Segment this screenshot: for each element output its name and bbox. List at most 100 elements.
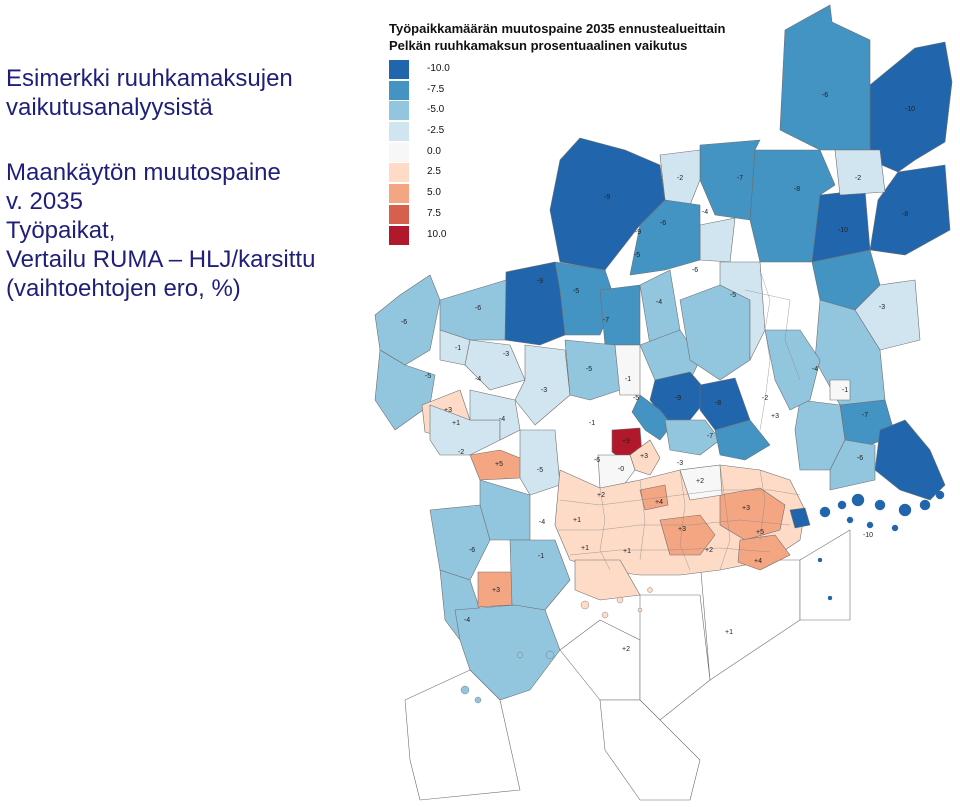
island xyxy=(898,503,912,517)
island xyxy=(460,685,470,695)
island xyxy=(846,516,854,524)
region-label: -10 xyxy=(838,227,848,234)
island xyxy=(545,650,555,660)
region-ne-inner xyxy=(811,189,871,263)
region-southwest-1 xyxy=(429,504,491,581)
island xyxy=(516,651,524,659)
region-west-2 xyxy=(439,279,507,341)
region-label: -7 xyxy=(737,175,743,182)
legend-label: -5.0 xyxy=(427,104,445,116)
region-label: -6 xyxy=(692,267,698,274)
region-label: +3 xyxy=(678,526,686,533)
island xyxy=(874,499,886,511)
legend-label: 0.0 xyxy=(427,145,441,157)
region-label: +1 xyxy=(573,517,581,524)
region-label: -5 xyxy=(586,366,592,373)
region-label: -7 xyxy=(603,317,609,324)
region-south-white-3 xyxy=(639,594,711,721)
legend-swatch xyxy=(389,122,409,142)
region-label: -1 xyxy=(589,420,595,427)
region-label: -9 xyxy=(537,278,543,285)
region-label: +2 xyxy=(622,646,630,653)
subtitle-line: Työpaikat, xyxy=(6,217,116,244)
legend-swatch xyxy=(389,225,409,245)
region-west-outer xyxy=(374,274,441,366)
legend-swatch xyxy=(389,60,409,79)
region-label: +4 xyxy=(754,558,762,565)
region-label: -6 xyxy=(475,305,481,312)
region-label: -1 xyxy=(842,387,848,394)
region-label: -4 xyxy=(475,376,481,383)
region-label: -2 xyxy=(677,175,683,182)
region-label: -5 xyxy=(730,292,736,299)
subtitle-line: (vaihtoehtojen ero, %) xyxy=(6,275,241,302)
region-label: -5 xyxy=(537,467,543,474)
region-label: -5 xyxy=(633,395,639,402)
region-south-white-4 xyxy=(699,559,801,681)
legend-swatch xyxy=(389,163,409,183)
region-nw-2 xyxy=(554,261,616,336)
region-label: -4 xyxy=(702,209,708,216)
region-ne-2 xyxy=(834,149,886,196)
legend-label: 10.0 xyxy=(427,228,447,240)
region-label: -5 xyxy=(573,288,579,295)
region-label: +3 xyxy=(742,505,750,512)
region-ne-corridor xyxy=(764,329,821,411)
region-label: +2 xyxy=(696,478,704,485)
region-south-white-2 xyxy=(559,619,641,701)
legend-swatch xyxy=(389,101,409,121)
region-label: -10 xyxy=(863,532,873,539)
region-label: -0 xyxy=(618,466,624,473)
island xyxy=(616,596,624,604)
region-label: -6 xyxy=(857,455,863,462)
title-line: Esimerkki ruuhkamaksujen xyxy=(6,65,293,92)
region-label: -7 xyxy=(862,412,868,419)
metro-boundary xyxy=(569,547,771,556)
island xyxy=(601,611,609,619)
region-center-blue xyxy=(631,394,673,441)
region-west-9 xyxy=(519,429,561,496)
region-north-light-2 xyxy=(699,217,736,263)
region-nw-1 xyxy=(504,261,566,346)
region-label: -9 xyxy=(604,194,610,201)
island xyxy=(935,490,945,500)
region-label: -3 xyxy=(879,304,885,311)
region-label: -3 xyxy=(503,351,509,358)
north-boundary xyxy=(744,289,801,381)
region-label: -6 xyxy=(401,319,407,326)
title-line: vaikutusanalyysistä xyxy=(6,94,213,121)
region-label: +3 xyxy=(771,413,779,420)
region-label: +2 xyxy=(597,492,605,499)
map-title-line-1: Työpaikkamäärän muutospaine 2035 ennuste… xyxy=(389,21,726,36)
island xyxy=(919,499,931,511)
subtitle-line: Vertailu RUMA – HLJ/karsittu xyxy=(6,246,316,273)
legend-swatch xyxy=(389,142,409,162)
legend-label: 7.5 xyxy=(427,207,441,219)
island xyxy=(837,500,847,510)
region-east-8 xyxy=(829,439,876,491)
region-label: +1 xyxy=(581,545,589,552)
region-label: +3 xyxy=(492,587,500,594)
region-label: -1 xyxy=(538,553,544,560)
region-metro-orange-1 xyxy=(719,487,786,541)
island xyxy=(647,587,653,593)
region-nw-3 xyxy=(599,284,641,346)
island xyxy=(474,696,482,704)
island xyxy=(851,493,865,507)
island xyxy=(580,600,590,610)
region-west-8 xyxy=(469,389,521,441)
region-southwest-3 xyxy=(509,539,571,611)
region-west-6 xyxy=(514,344,571,426)
region-mid-north-1 xyxy=(749,149,836,263)
region-south-white-5 xyxy=(799,529,851,621)
region-label: +5 xyxy=(756,529,764,536)
region-label: -2 xyxy=(458,449,464,456)
region-label: +9 xyxy=(622,438,630,445)
region-mid-north-2 xyxy=(699,139,761,221)
region-label: +2 xyxy=(705,547,713,554)
region-east-5 xyxy=(829,379,851,401)
region-southwest-4 xyxy=(454,604,561,701)
region-label: -2 xyxy=(762,395,768,402)
region-metro-orange-3 xyxy=(737,534,791,571)
region-metro-coast-blue xyxy=(789,507,811,529)
